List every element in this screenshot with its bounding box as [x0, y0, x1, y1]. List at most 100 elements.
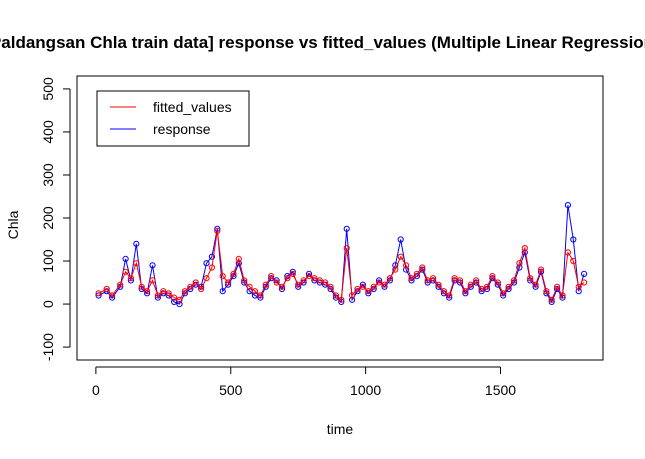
data-point-fitted-values [176, 296, 183, 303]
data-point-fitted-values [365, 288, 372, 295]
data-point-fitted-values [122, 268, 129, 275]
data-point-fitted-values [257, 292, 264, 299]
data-point-fitted-values [537, 266, 545, 273]
data-point-fitted-values [198, 285, 205, 293]
data-point-response [581, 270, 588, 277]
data-point-fitted-values [160, 288, 167, 295]
data-point-fitted-values [203, 275, 210, 282]
data-point-response [403, 266, 410, 273]
x-tick-label: 500 [219, 382, 243, 398]
data-point-fitted-values [376, 279, 383, 286]
data-point-fitted-values [117, 281, 124, 288]
data-point-fitted-values [548, 296, 555, 303]
data-point-fitted-values [235, 255, 242, 262]
data-point-response [349, 296, 356, 303]
y-tick-label: 200 [40, 206, 56, 230]
data-point-fitted-values [575, 283, 582, 290]
data-point-fitted-values [473, 277, 480, 284]
data-point-fitted-values [359, 283, 366, 290]
data-point-fitted-values [446, 292, 453, 299]
legend-box [96, 90, 250, 147]
data-point-fitted-values [241, 277, 248, 284]
data-point-fitted-values [494, 279, 501, 286]
data-point-fitted-values [527, 275, 534, 282]
x-tick-label: 1500 [485, 382, 516, 398]
data-point-fitted-values [322, 279, 329, 286]
data-point-fitted-values [316, 277, 323, 284]
data-point-response [392, 262, 399, 269]
data-point-fitted-values [311, 275, 318, 282]
data-point-fitted-values [532, 281, 539, 288]
data-point-fitted-values [343, 245, 350, 252]
data-point-fitted-values [332, 292, 340, 299]
data-point-fitted-values [349, 292, 356, 299]
data-point-fitted-values [171, 294, 178, 301]
data-point-fitted-values [154, 292, 161, 299]
data-point-fitted-values [225, 279, 232, 286]
data-point-fitted-values [413, 270, 420, 277]
y-tick-label: -100 [40, 333, 56, 361]
data-point-fitted-values [268, 273, 275, 280]
series-line-response [98, 205, 585, 305]
legend-label-response: response [153, 121, 211, 137]
data-point-fitted-values [581, 279, 588, 286]
data-point-response [397, 236, 404, 243]
chart-title: [Paldangsan Chla train data] response vs… [0, 33, 645, 52]
data-point-response [570, 236, 577, 243]
data-point-fitted-values [305, 273, 313, 280]
x-tick-label: 0 [92, 382, 100, 398]
data-point-fitted-values [192, 279, 199, 286]
data-point-fitted-values [208, 264, 215, 271]
y-tick-label: 0 [40, 300, 56, 308]
data-point-fitted-values [392, 266, 399, 273]
data-point-response [149, 262, 156, 269]
plot-area-frame [76, 75, 604, 361]
data-point-response [208, 253, 215, 260]
data-point-fitted-values [181, 288, 188, 295]
data-point-fitted-values [467, 281, 474, 288]
data-point-fitted-values [338, 296, 345, 303]
data-point-fitted-values [214, 227, 221, 234]
data-point-fitted-values [424, 277, 431, 284]
data-point-fitted-values [327, 283, 334, 290]
data-point-response [564, 202, 572, 209]
data-point-fitted-values [397, 253, 404, 260]
data-point-fitted-values [559, 292, 566, 299]
data-point-fitted-values [451, 275, 458, 282]
y-tick-label: 400 [40, 120, 56, 144]
data-point-response [122, 255, 129, 262]
data-point-fitted-values [133, 260, 140, 267]
data-point-fitted-values [219, 273, 226, 280]
data-point-fitted-values [505, 283, 512, 290]
data-point-fitted-values [295, 281, 302, 288]
data-point-fitted-values [564, 249, 572, 256]
data-point-fitted-values [419, 264, 426, 271]
data-point-fitted-values [230, 270, 237, 277]
data-point-response [219, 288, 226, 295]
data-point-fitted-values [149, 277, 156, 284]
x-axis: 0 500 1000 1500 [92, 366, 516, 398]
data-point-fitted-values [284, 275, 291, 282]
x-axis-label: time [327, 421, 354, 437]
data-point-fitted-values [570, 257, 577, 265]
data-point-fitted-values [430, 275, 437, 282]
data-point-fitted-values [95, 290, 102, 297]
data-point-fitted-values [435, 281, 442, 288]
data-point-fitted-values [456, 277, 464, 284]
data-point-fitted-values [381, 281, 388, 288]
y-axis-label: Chla [5, 210, 21, 239]
data-point-response [176, 301, 183, 308]
data-point-fitted-values [500, 290, 507, 297]
data-point-fitted-values [144, 288, 151, 295]
data-point-fitted-values [483, 283, 491, 290]
x-tick-label: 1000 [350, 382, 381, 398]
data-point-fitted-values [386, 275, 393, 282]
data-point-fitted-values [370, 283, 377, 290]
data-point-fitted-values [103, 285, 110, 293]
data-point-fitted-values [440, 288, 447, 295]
data-point-fitted-values [262, 281, 269, 288]
y-axis: -100 0 100 200 300 400 500 [40, 77, 71, 361]
data-point-fitted-values [187, 283, 194, 290]
data-point-fitted-values [408, 275, 415, 282]
legend-label-fitted-values: fitted_values [153, 99, 232, 115]
